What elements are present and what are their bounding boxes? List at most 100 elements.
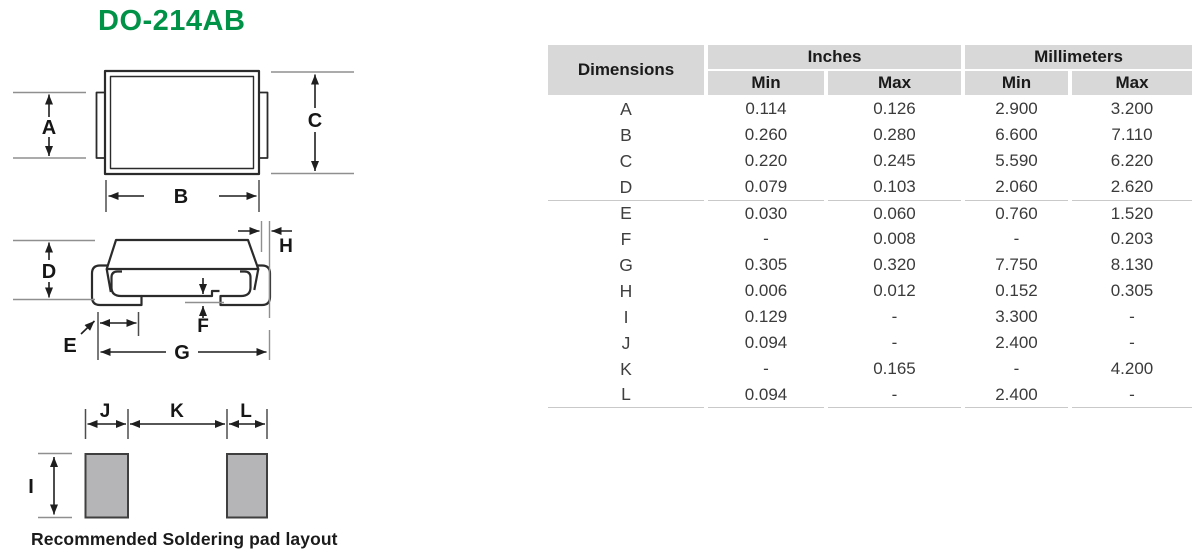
dim-label-e: E — [63, 335, 76, 357]
package-body-inner-outline — [109, 75, 255, 170]
table-row: H 0.006 0.012 0.152 0.305 — [548, 278, 1192, 304]
body-bottom-edge — [141, 289, 220, 298]
solder-pad-right — [226, 453, 268, 519]
dimension-value: 4.200 — [1110, 359, 1154, 378]
dimension-d: D — [13, 239, 95, 301]
side-view-diagram: D H F E G — [13, 221, 293, 364]
dimension-value: 0.094 — [708, 382, 824, 408]
dim-label-k: K — [170, 401, 184, 422]
dimension-value: 2.400 — [965, 382, 1068, 408]
dimension-value: - — [828, 382, 961, 408]
dimension-h: H — [238, 221, 293, 318]
dimension-l: L — [229, 401, 265, 428]
table-row: K - 0.165 - 4.200 — [548, 356, 1192, 382]
dimension-value: 6.600 — [995, 125, 1038, 144]
dimension-letter: C — [619, 150, 633, 171]
dimension-letter: B — [620, 124, 632, 145]
mechanical-drawing: A C B — [13, 69, 354, 519]
table-header: Dimensions Inches Millimeters Min Max Mi… — [548, 45, 1192, 95]
dimension-value: - — [1129, 333, 1135, 352]
dimension-letter: J — [621, 332, 631, 353]
dimension-value: 0.152 — [995, 281, 1038, 300]
dim-label-a: A — [42, 117, 56, 139]
table-header-inches-min: Min — [708, 71, 824, 95]
dimension-value: - — [763, 229, 769, 248]
dimension-value: 5.590 — [995, 151, 1038, 170]
dimension-value: - — [1072, 382, 1192, 408]
dimension-value: - — [1013, 359, 1020, 378]
dimension-value: 0.012 — [873, 281, 916, 300]
table-row: F - 0.008 - 0.203 — [548, 226, 1192, 252]
dimension-letter: D — [619, 176, 633, 197]
table-row: L 0.094-2.400- — [548, 382, 1192, 408]
dimension-value: 0.030 — [708, 200, 824, 226]
dim-label-c: C — [308, 110, 322, 132]
dimension-g: G — [100, 330, 271, 364]
table-body: A 0.114 0.126 2.900 3.200 B 0.260 0.280 6.600 7.1… — [548, 96, 1192, 408]
dimension-value: 7.750 — [995, 255, 1038, 274]
table-header-mm-max: Max — [1072, 71, 1192, 95]
dimension-letter: F — [620, 228, 632, 249]
dimension-c: C — [271, 71, 354, 175]
dimension-j: J — [87, 401, 126, 428]
dim-label-j: J — [100, 401, 111, 422]
dimension-value: 2.900 — [995, 99, 1038, 118]
dimension-value: - — [1129, 307, 1135, 326]
table-header-mm-min: Min — [965, 71, 1068, 95]
dimension-b: B — [105, 180, 260, 212]
dimension-value: 0.260 — [744, 125, 788, 144]
package-body-outline — [103, 69, 261, 176]
dim-label-d: D — [42, 261, 56, 283]
dimension-value: 2.060 — [995, 177, 1038, 196]
dimension-value: 8.130 — [1110, 255, 1154, 274]
lead-right — [219, 264, 272, 307]
dimension-value: 3.200 — [1110, 99, 1154, 118]
dimension-value: 0.006 — [744, 281, 788, 300]
dimensions-table: Dimensions Inches Millimeters Min Max Mi… — [548, 45, 1192, 408]
table-header-inches: Inches — [708, 45, 961, 69]
dimension-value: 0.305 — [744, 255, 788, 274]
dimension-value: 0.760 — [965, 200, 1068, 226]
table-row: E 0.030 0.060 0.760 1.520 — [548, 200, 1192, 226]
dimension-e: E — [63, 312, 140, 360]
table-header-millimeters: Millimeters — [965, 45, 1192, 69]
top-view-diagram: A C B — [13, 69, 354, 212]
lead-left — [90, 264, 143, 307]
dimension-value: 0.305 — [1110, 281, 1154, 300]
dimension-letter: A — [620, 98, 632, 119]
dim-label-f: F — [197, 316, 209, 337]
table-row: I 0.129 - 3.300 - — [548, 304, 1192, 330]
table-row: C 0.220 0.245 5.590 6.220 — [548, 148, 1192, 174]
dimension-value: 0.103 — [873, 177, 916, 196]
dim-label-h: H — [279, 236, 293, 257]
body-side-outline — [105, 238, 260, 271]
dimension-f: F — [185, 278, 224, 337]
dimension-value: 3.300 — [995, 307, 1038, 326]
dim-label-g: G — [174, 342, 190, 364]
dimension-value: 0.094 — [744, 333, 788, 352]
dimension-value: 2.620 — [1110, 177, 1154, 196]
solder-pad-left — [84, 453, 129, 519]
pad-layout-caption: Recommended Soldering pad layout — [31, 529, 338, 549]
table-row: B 0.260 0.280 6.600 7.110 — [548, 122, 1192, 148]
dimension-letter: K — [620, 358, 632, 379]
dimension-letter: H — [619, 280, 633, 301]
package-title: DO-214AB — [98, 5, 246, 37]
dimension-value: - — [1013, 229, 1020, 248]
dimension-value: 0.280 — [873, 125, 916, 144]
dim-label-l: L — [240, 401, 252, 422]
table-row: A 0.114 0.126 2.900 3.200 — [548, 96, 1192, 122]
dimension-value: 0.079 — [744, 177, 788, 196]
dimension-value: - — [763, 359, 769, 378]
dimension-value: 2.400 — [995, 333, 1038, 352]
table-row: G 0.305 0.320 7.750 8.130 — [548, 252, 1192, 278]
dim-label-b: B — [174, 186, 188, 208]
dimension-value: 0.060 — [828, 200, 961, 226]
dimension-value: 0.320 — [873, 255, 916, 274]
dimension-value: 1.520 — [1072, 200, 1192, 226]
pad-layout-diagram: J K L I — [28, 401, 268, 519]
dimension-value: 0.126 — [873, 99, 916, 118]
dimension-letter: G — [619, 254, 633, 275]
dimension-value: 0.129 — [744, 307, 788, 326]
